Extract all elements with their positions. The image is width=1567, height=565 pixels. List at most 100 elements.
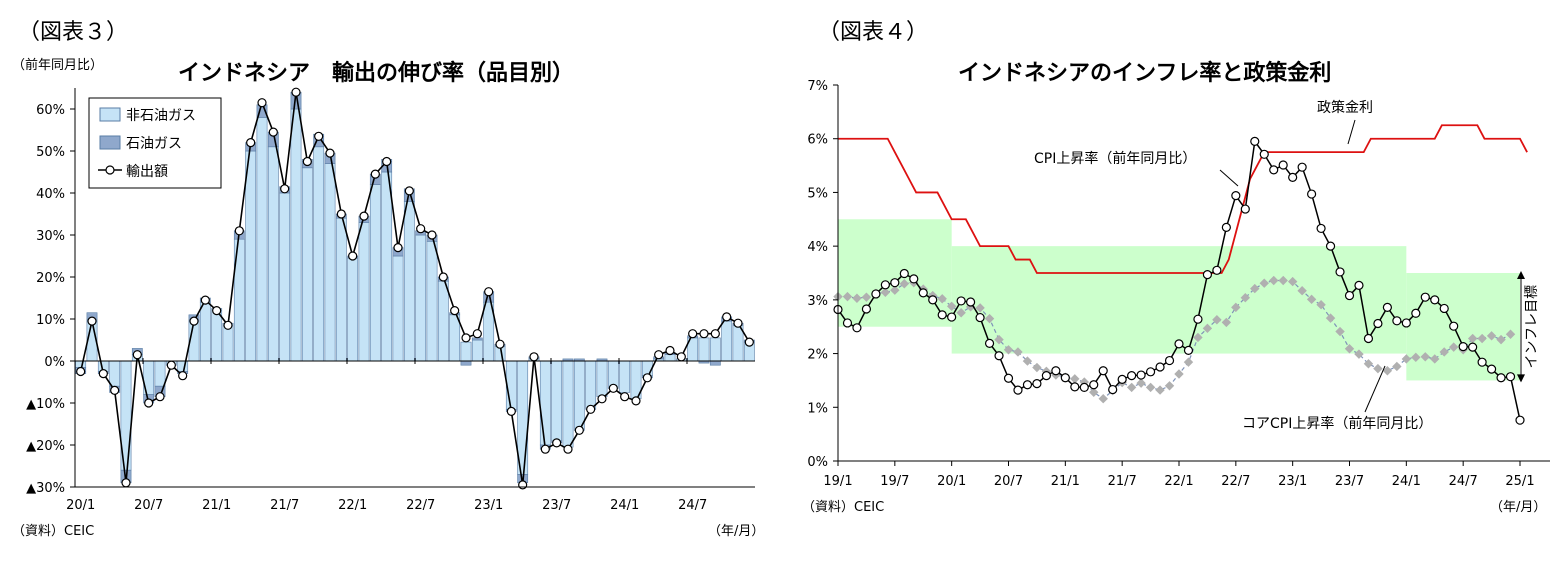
- point-export-total: [722, 312, 732, 322]
- x-tick-label: 23/7: [542, 498, 571, 513]
- point-cpi: [975, 312, 985, 323]
- point-core-cpi: [1354, 349, 1364, 359]
- point-core-cpi: [1430, 354, 1440, 364]
- point-export-total: [461, 333, 471, 343]
- point-export-total: [518, 480, 528, 490]
- x-unit-label: （年/月）: [1490, 500, 1547, 515]
- point-core-cpi: [842, 291, 853, 302]
- point-core-cpi: [1022, 356, 1033, 366]
- point-core-cpi: [1183, 357, 1194, 367]
- point-core-cpi: [1089, 387, 1099, 397]
- point-cpi: [1335, 267, 1345, 277]
- y-unit-label: （前年同月比）: [12, 58, 104, 73]
- bar-non-oil-gas: [347, 257, 359, 362]
- point-cpi: [909, 274, 919, 284]
- x-tick-label: 20/7: [134, 498, 163, 513]
- y-tick-label: 5%: [807, 186, 828, 201]
- point-core-cpi: [975, 303, 985, 313]
- legend-label-export-total: 輸出額: [126, 164, 168, 180]
- point-cpi: [1022, 380, 1033, 390]
- bar-non-oil-gas: [392, 255, 404, 362]
- point-export-total: [552, 438, 562, 448]
- point-cpi: [1193, 314, 1203, 324]
- point-export-total: [665, 345, 675, 356]
- y-tick-label: 2%: [807, 348, 828, 363]
- point-core-cpi: [1382, 366, 1393, 376]
- x-tick-label: 20/7: [994, 474, 1023, 489]
- point-cpi: [928, 295, 938, 305]
- inflation-target-label: インフレ目標: [1524, 285, 1540, 369]
- point-core-cpi: [1325, 313, 1336, 323]
- point-cpi: [1089, 380, 1099, 390]
- point-cpi: [1060, 373, 1070, 383]
- point-export-total: [404, 186, 414, 196]
- point-export-total: [87, 316, 97, 326]
- point-export-total: [676, 352, 686, 362]
- y-tick-label: ▲30%: [26, 481, 65, 496]
- point-cpi: [1297, 162, 1307, 172]
- point-core-cpi: [994, 334, 1004, 345]
- point-export-total: [212, 306, 222, 316]
- point-cpi: [1373, 318, 1383, 329]
- bar-non-oil-gas: [471, 339, 483, 362]
- bar-non-oil-gas: [415, 234, 427, 362]
- point-cpi: [1145, 367, 1156, 377]
- chart-panel-inflation-policy-rate: （図表４） インドネシアのインフレ率と政策金利 （資料）CEIC （年/月） 7…: [790, 0, 1567, 565]
- point-cpi: [1013, 385, 1023, 395]
- inflation-target-band: [838, 219, 952, 327]
- y-tick-label: 1%: [807, 401, 828, 416]
- point-core-cpi: [956, 308, 966, 318]
- point-core-cpi: [1344, 344, 1355, 354]
- bar-non-oil-gas: [403, 201, 415, 362]
- point-core-cpi: [1411, 352, 1421, 363]
- point-core-cpi: [1164, 381, 1175, 391]
- point-cpi: [1420, 292, 1430, 302]
- point-cpi: [1032, 379, 1042, 389]
- point-core-cpi: [1250, 283, 1260, 294]
- point-export-total: [110, 385, 120, 395]
- point-cpi: [1505, 372, 1516, 382]
- x-tick-label: 23/1: [474, 498, 503, 513]
- bar-non-oil-gas: [437, 280, 449, 362]
- figure-label: （図表４）: [818, 20, 929, 45]
- point-core-cpi: [899, 279, 910, 289]
- point-cpi: [1468, 342, 1478, 352]
- point-cpi: [984, 338, 995, 348]
- point-export-total: [189, 316, 199, 326]
- bar-non-oil-gas: [313, 146, 325, 362]
- point-export-total: [733, 318, 743, 328]
- bar-non-oil-gas: [698, 337, 710, 362]
- point-export-total: [246, 138, 256, 148]
- point-export-total: [268, 127, 278, 137]
- point-export-total: [506, 406, 516, 416]
- point-core-cpi: [1126, 382, 1137, 393]
- x-tick-label: 25/1: [1505, 474, 1534, 489]
- bar-non-oil-gas: [596, 360, 608, 398]
- point-cpi: [1136, 370, 1146, 380]
- point-cpi: [1174, 339, 1184, 349]
- point-cpi: [1003, 373, 1014, 383]
- bar-non-oil-gas: [267, 146, 279, 362]
- bar-non-oil-gas: [426, 241, 438, 362]
- point-core-cpi: [1401, 354, 1412, 364]
- y-tick-label: ▲20%: [26, 439, 65, 454]
- point-core-cpi: [937, 294, 947, 304]
- y-tick-label: 0%: [44, 355, 65, 370]
- point-core-cpi: [1174, 369, 1184, 379]
- inflation-target-band: [1406, 273, 1520, 381]
- x-tick-label: 23/1: [1278, 474, 1307, 489]
- point-export-total: [710, 329, 720, 339]
- x-tick-label: 20/1: [66, 498, 95, 513]
- point-export-total: [359, 211, 369, 221]
- point-core-cpi: [1420, 352, 1430, 362]
- point-core-cpi: [1448, 342, 1459, 352]
- legend-marker-export-total: [105, 165, 115, 175]
- legend-swatch-non-oil-gas: [99, 107, 121, 122]
- bar-non-oil-gas: [358, 222, 370, 362]
- figure-label: （図表３）: [18, 20, 129, 45]
- point-cpi: [1202, 270, 1213, 280]
- annotation-cpi: CPI上昇率（前年同月比）: [1034, 150, 1196, 167]
- point-cpi: [1344, 290, 1355, 301]
- point-cpi: [966, 297, 976, 307]
- point-core-cpi: [1155, 385, 1165, 395]
